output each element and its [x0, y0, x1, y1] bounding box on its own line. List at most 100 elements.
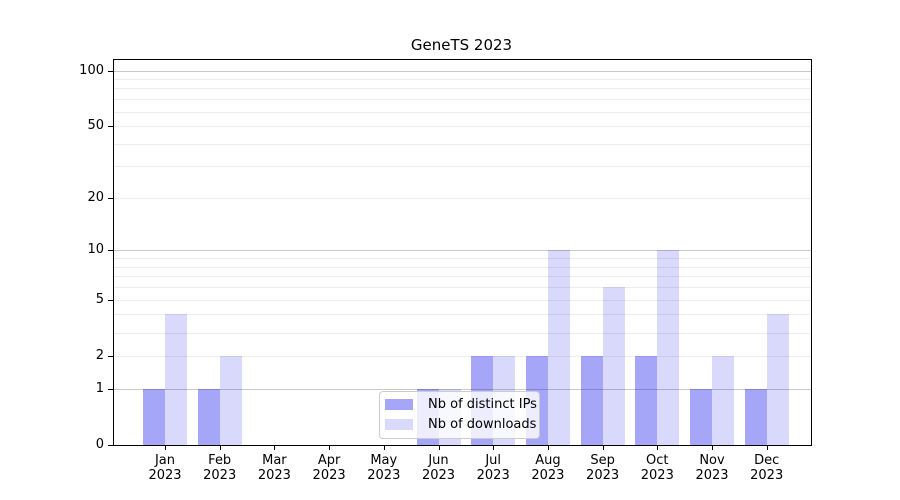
major-gridline — [114, 388, 811, 390]
minor-gridline — [114, 355, 811, 357]
x-tick-mark — [274, 445, 276, 450]
x-tick-label: Jun 2023 — [407, 453, 471, 483]
x-tick-year: 2023 — [203, 468, 237, 483]
y-tick-label: 100 — [79, 62, 104, 78]
x-tick-mark — [602, 445, 604, 450]
bar-distinct-ips — [744, 388, 767, 445]
minor-gridline — [114, 126, 811, 128]
x-tick-label: Sep 2023 — [571, 453, 635, 483]
legend-label-downloads: Nb of downloads — [428, 417, 537, 432]
legend-item-distinct-ips: Nb of distinct IPs — [385, 397, 537, 412]
minor-gridline — [114, 314, 811, 316]
x-tick-year: 2023 — [586, 468, 620, 483]
x-tick-mark — [493, 445, 495, 450]
bar-distinct-ips — [635, 355, 658, 445]
downloads-swatch-icon — [385, 419, 413, 430]
y-tick-mark — [108, 250, 113, 252]
y-tick-label: 50 — [87, 118, 104, 134]
x-tick-label: Feb 2023 — [188, 453, 252, 483]
bar-downloads — [219, 355, 242, 445]
bar-downloads — [657, 250, 680, 445]
x-tick-month: Feb — [208, 453, 232, 468]
x-tick-label: Dec 2023 — [735, 453, 799, 483]
x-tick-year: 2023 — [531, 468, 565, 483]
y-tick-label: 2 — [95, 347, 104, 363]
minor-gridline — [114, 79, 811, 81]
y-tick-label: 0 — [95, 437, 104, 452]
x-tick-mark — [438, 445, 440, 450]
x-tick-label: Aug 2023 — [516, 453, 580, 483]
x-tick-mark — [329, 445, 331, 450]
minor-gridline — [114, 332, 811, 334]
minor-gridline — [114, 299, 811, 301]
x-tick-year: 2023 — [148, 468, 182, 483]
legend-label-distinct-ips: Nb of distinct IPs — [428, 397, 537, 412]
distinct-ips-swatch-icon — [385, 399, 413, 410]
x-tick-mark — [165, 445, 166, 450]
x-tick-month: Nov — [699, 453, 725, 468]
x-tick-month: Jul — [485, 453, 502, 468]
x-tick-year: 2023 — [312, 468, 346, 483]
x-tick-mark — [383, 445, 385, 450]
minor-gridline — [114, 198, 811, 199]
legend: Nb of distinct IPs Nb of downloads — [379, 391, 540, 439]
y-tick-label: 5 — [95, 291, 104, 307]
y-tick-mark — [108, 445, 113, 446]
minor-gridline — [114, 88, 811, 90]
bar-downloads — [766, 314, 789, 445]
x-tick-label: Nov 2023 — [680, 453, 744, 483]
x-tick-month: May — [370, 453, 398, 468]
major-gridline — [114, 70, 811, 72]
bar-downloads — [712, 355, 734, 445]
x-tick-mark — [712, 445, 713, 450]
y-tick-label: 20 — [87, 190, 104, 205]
x-tick-year: 2023 — [421, 468, 456, 483]
bar-distinct-ips — [580, 355, 603, 445]
plot-area: 0 1 2 5 10 20 50 100 Jan 2023 Feb 2023 Mar 2023 Apr 202… — [79, 59, 812, 483]
y-tick-mark — [108, 299, 113, 301]
x-tick-month: Oct — [646, 453, 669, 468]
x-tick-mark — [657, 445, 659, 450]
x-tick-label: Jul 2023 — [461, 453, 525, 483]
x-tick-mark — [766, 445, 768, 450]
x-tick-mark — [547, 445, 549, 450]
x-tick-year: 2023 — [257, 468, 291, 483]
minor-gridline — [114, 287, 811, 289]
x-tick-month: Mar — [262, 453, 287, 468]
y-tick-mark — [108, 126, 113, 128]
minor-gridline — [114, 166, 811, 168]
chart-title: GeneTS 2023 — [410, 36, 513, 54]
minor-gridline — [114, 99, 811, 101]
minor-gridline — [114, 143, 811, 145]
x-tick-year: 2023 — [695, 468, 729, 483]
x-tick-label: May 2023 — [352, 453, 416, 483]
x-tick-label: Jan 2023 — [133, 453, 197, 483]
x-tick-month: Apr — [317, 453, 341, 468]
x-tick-year: 2023 — [367, 468, 401, 483]
major-gridline — [114, 250, 811, 252]
y-tick-mark — [108, 198, 113, 199]
minor-gridline — [114, 111, 811, 113]
x-tick-month: Dec — [754, 453, 780, 468]
x-tick-month: Aug — [535, 453, 561, 468]
x-tick-label: Mar 2023 — [242, 453, 306, 483]
minor-gridline — [114, 276, 811, 278]
bar-distinct-ips — [690, 388, 712, 445]
bar-downloads — [547, 250, 570, 445]
y-tick-mark — [108, 388, 113, 390]
x-tick-month: Jan — [154, 453, 176, 468]
y-tick-label: 1 — [95, 380, 104, 396]
bar-downloads — [602, 287, 625, 445]
x-tick-month: Jun — [428, 453, 449, 468]
x-tick-year: 2023 — [750, 468, 784, 483]
x-tick-mark — [219, 445, 221, 450]
x-tick-year: 2023 — [476, 468, 510, 483]
y-tick-label: 10 — [87, 242, 104, 258]
y-tick-mark — [108, 70, 113, 72]
bar-distinct-ips — [197, 388, 220, 445]
x-tick-month: Sep — [590, 453, 615, 468]
bar-downloads — [165, 314, 187, 445]
x-tick-label: Oct 2023 — [625, 453, 689, 483]
bar-distinct-ips — [143, 388, 165, 445]
